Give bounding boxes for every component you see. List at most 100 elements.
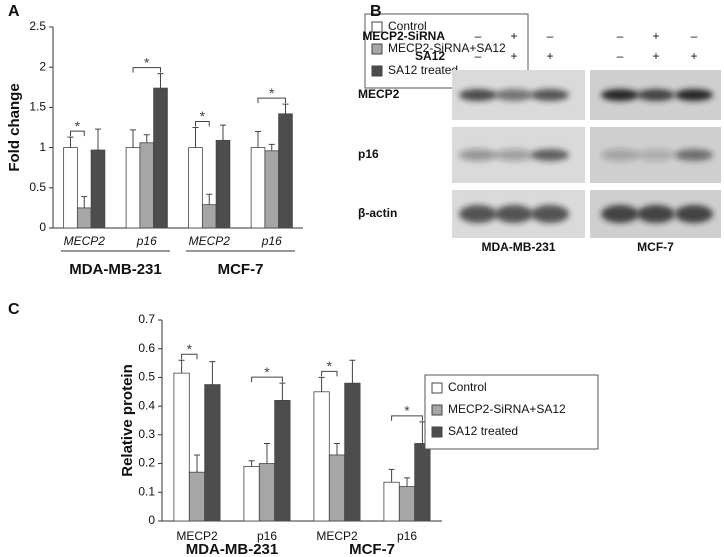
- y-tick-label: 0: [39, 220, 46, 234]
- error-bar: [279, 382, 286, 401]
- bar: [188, 147, 203, 229]
- legend-label: Control: [388, 19, 427, 33]
- blot-band: [531, 149, 569, 161]
- blot-band: [675, 149, 713, 161]
- significance-bracket: [321, 370, 338, 377]
- y-axis-label: Relative protein: [119, 364, 136, 477]
- group-label: MDA-MB-231: [69, 261, 162, 278]
- significance-label: *: [200, 108, 206, 124]
- group-label: MCF-7: [218, 261, 264, 278]
- y-axis-label: Fold change: [6, 83, 23, 171]
- y-tick-label: 0.7: [138, 312, 155, 326]
- blot-band: [675, 205, 713, 223]
- blot-band: [495, 205, 533, 223]
- treatment-sign: –: [617, 49, 624, 63]
- legend-label: Control: [448, 380, 487, 394]
- y-tick-label: 1: [39, 140, 46, 154]
- x-tick-label: p16: [261, 234, 282, 248]
- blot-band: [495, 149, 533, 161]
- bar: [90, 149, 106, 229]
- y-tick-label: 0.3: [138, 427, 155, 441]
- bar: [250, 147, 266, 229]
- y-tick-label: 1.5: [29, 100, 46, 114]
- significance-bracket: [257, 97, 286, 104]
- significance-label: *: [327, 358, 333, 374]
- y-tick-label: 2.5: [29, 19, 46, 33]
- y-tick-label: 0.1: [138, 484, 155, 498]
- error-bar: [220, 124, 226, 141]
- significance-label: *: [264, 364, 270, 380]
- significance-bracket: [181, 353, 198, 360]
- error-bar: [178, 359, 185, 374]
- significance-bracket: [391, 415, 423, 421]
- bar: [243, 466, 260, 522]
- cell-line-label: MDA-MB-231: [481, 240, 555, 254]
- blot-band: [601, 149, 639, 161]
- blot-band: [531, 205, 569, 223]
- x-tick-label: MECP2: [64, 234, 106, 248]
- error-bar: [268, 143, 275, 151]
- bar: [153, 87, 168, 229]
- bar: [344, 382, 361, 522]
- bar: [383, 481, 400, 522]
- panel-label: C: [8, 301, 20, 318]
- blot-band: [637, 205, 675, 223]
- bar: [215, 139, 231, 229]
- error-bar: [209, 361, 216, 385]
- significance-label: *: [187, 341, 193, 357]
- y-tick-label: 0.6: [138, 341, 155, 355]
- bar: [398, 486, 416, 522]
- y-tick-label: 2: [39, 59, 46, 73]
- bar: [414, 443, 431, 522]
- treatment-sign: +: [510, 29, 517, 43]
- bar: [139, 142, 155, 229]
- significance-bracket: [251, 376, 283, 383]
- bar: [313, 391, 330, 522]
- row-label: MECP2: [358, 87, 400, 101]
- x-tick-label: MECP2: [316, 529, 358, 543]
- y-tick-label: 0.4: [138, 398, 155, 412]
- legend-swatch: [431, 382, 443, 394]
- error-bar: [130, 129, 136, 148]
- bar: [264, 150, 280, 229]
- treatment-sign: +: [690, 49, 697, 63]
- bar: [188, 471, 206, 522]
- significance-label: *: [144, 54, 150, 70]
- row-label: β-actin: [358, 206, 397, 220]
- legend-swatch: [371, 21, 383, 33]
- error-bar: [255, 131, 261, 148]
- legend-swatch: [431, 426, 443, 438]
- legend-label: SA12 treated: [388, 63, 458, 77]
- bar: [125, 147, 141, 229]
- blot-band: [459, 205, 497, 223]
- legend-label: MECP2-SiRNA+SA12: [448, 402, 566, 416]
- y-tick-label: 0: [148, 513, 155, 527]
- blot-band: [637, 89, 675, 101]
- bar: [173, 372, 190, 522]
- blot-band: [637, 149, 675, 161]
- error-bar: [264, 442, 270, 464]
- x-tick-label: p16: [257, 529, 277, 543]
- legend-label: MECP2-SiRNA+SA12: [388, 41, 506, 55]
- error-bar: [419, 421, 426, 444]
- bar: [278, 113, 293, 229]
- legend-swatch: [371, 43, 383, 55]
- treatment-sign: +: [510, 49, 517, 63]
- error-bar: [143, 134, 150, 143]
- x-tick-label: p16: [397, 529, 417, 543]
- significance-bracket: [195, 121, 210, 127]
- legend-swatch: [431, 404, 443, 416]
- error-bar: [192, 127, 199, 148]
- treatment-sign: –: [475, 49, 482, 63]
- cell-line-label: MCF-7: [637, 240, 674, 254]
- bar: [63, 147, 78, 229]
- error-bar: [206, 193, 213, 205]
- panel-label: A: [8, 3, 20, 20]
- treatment-label: MECP2-SiRNA: [362, 29, 445, 43]
- error-bar: [157, 73, 164, 89]
- bar: [274, 399, 291, 522]
- significance-label: *: [269, 85, 275, 101]
- error-bar: [334, 442, 340, 455]
- error-bar: [349, 359, 356, 384]
- treatment-sign: +: [546, 49, 553, 63]
